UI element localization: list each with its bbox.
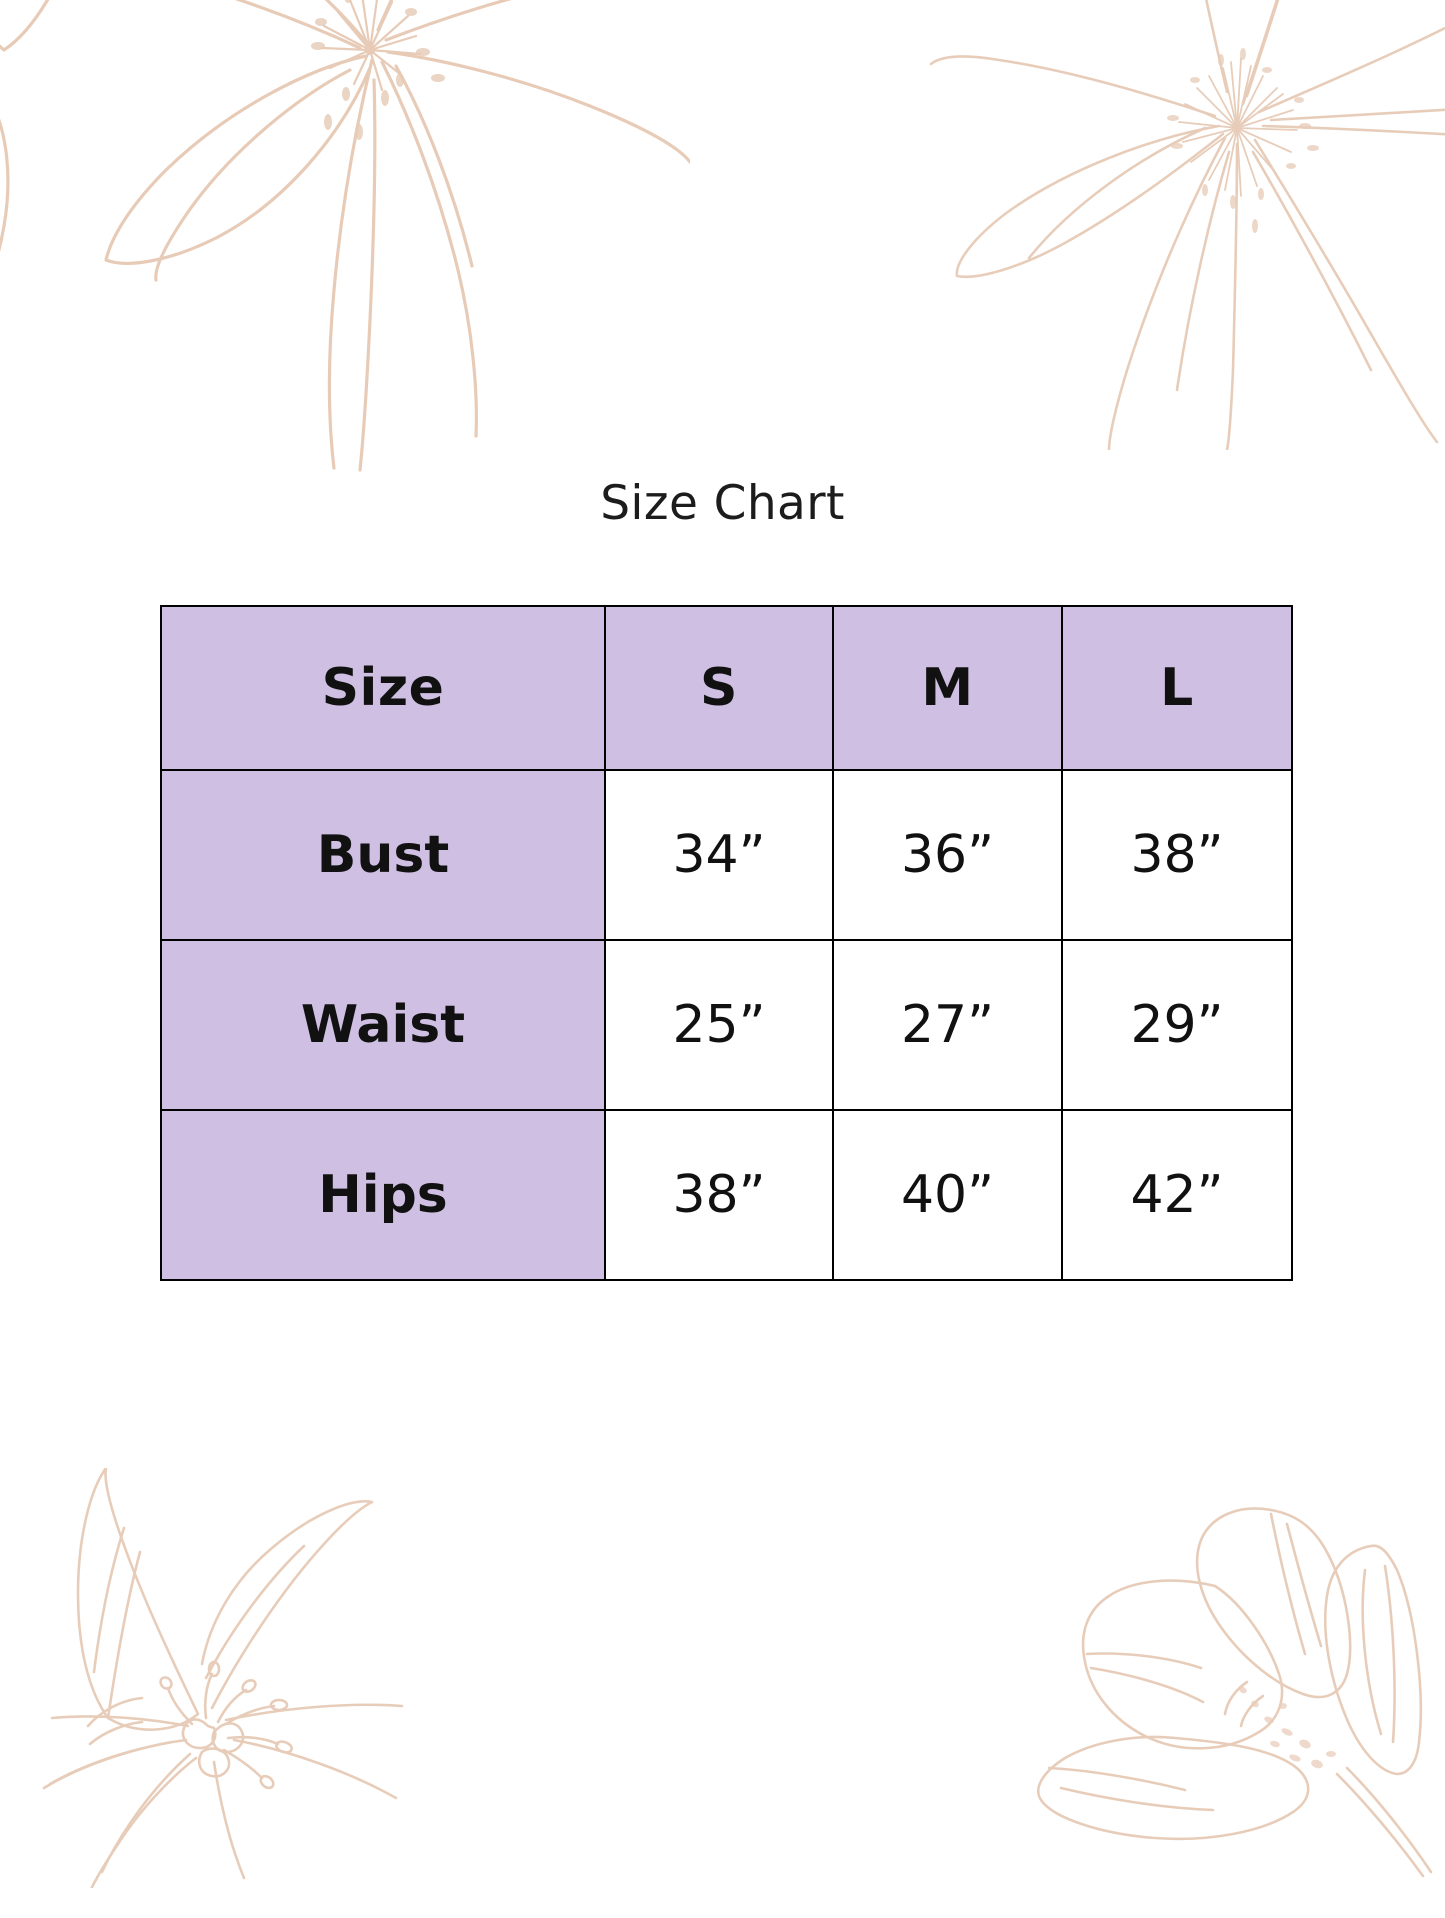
cell-waist-medium: 27” [832, 939, 1063, 1111]
cell-hips-large: 42” [1061, 1109, 1293, 1281]
header-cell-small: S [604, 605, 834, 771]
table-row-bust: Bust 34” 36” 38” [160, 769, 1293, 941]
header-label-size: Size [321, 658, 445, 718]
cell-hips-medium: 40” [832, 1109, 1063, 1281]
flower-line-art-top-right-icon [785, 0, 1445, 450]
page-title: Size Chart [600, 476, 845, 531]
size-chart-table: Size S M L Bust [160, 605, 1293, 1281]
cell-hips-small: 38” [604, 1109, 834, 1281]
cell-bust-large: 38” [1061, 769, 1293, 941]
header-label-large: L [1160, 658, 1194, 718]
header-cell-size: Size [160, 605, 606, 771]
flower-line-art-bottom-left-icon [30, 1468, 410, 1888]
flower-line-art-top-left-icon [0, 0, 690, 490]
header-label-medium: M [921, 658, 974, 718]
header-cell-large: L [1061, 605, 1293, 771]
table-row-waist: Waist 25” 27” 29” [160, 939, 1293, 1111]
table-header-row: Size S M L [160, 605, 1293, 771]
cell-bust-small: 34” [604, 769, 834, 941]
size-chart-table-container: Size S M L Bust [160, 605, 1293, 1281]
cell-waist-small: 25” [604, 939, 834, 1111]
header-label-small: S [700, 658, 738, 718]
flower-line-art-bottom-right-icon [1025, 1458, 1435, 1878]
row-label-bust: Bust [160, 769, 606, 941]
row-label-waist: Waist [160, 939, 606, 1111]
header-cell-medium: M [832, 605, 1063, 771]
cell-waist-large: 29” [1061, 939, 1293, 1111]
table-row-hips: Hips 38” 40” 42” [160, 1109, 1293, 1281]
row-label-hips: Hips [160, 1109, 606, 1281]
cell-bust-medium: 36” [832, 769, 1063, 941]
